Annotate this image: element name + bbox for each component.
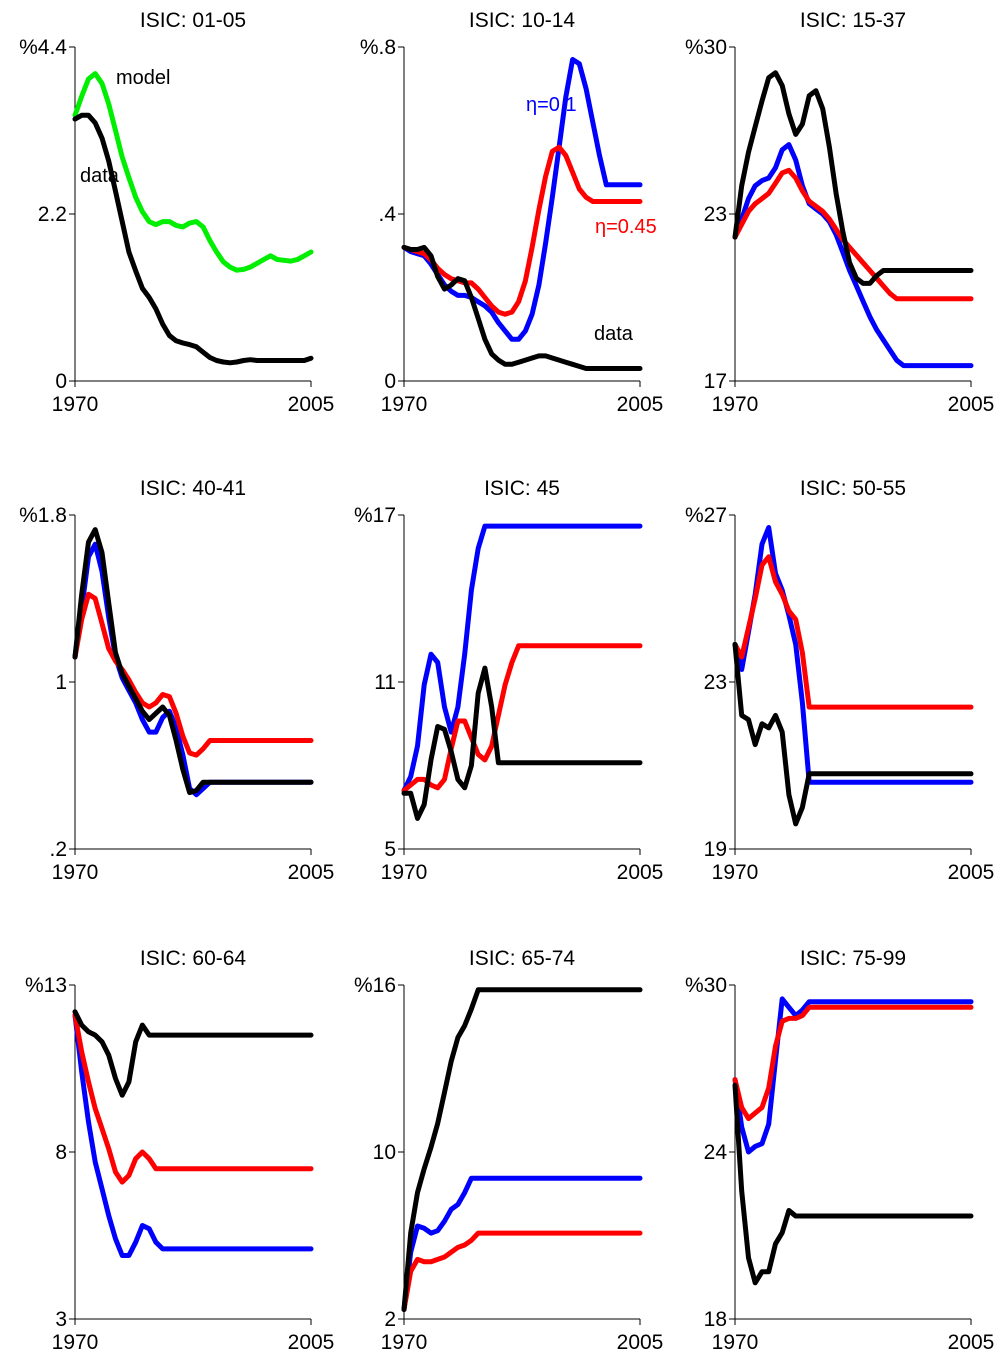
chart-3-title: ISIC: 15-37 (800, 9, 906, 32)
chart-3-x-tick-label: 2005 (948, 393, 995, 416)
chart-9-x-tick-label: 2005 (948, 1331, 995, 1354)
chart-5-series-3-line (401, 665, 643, 821)
chart-7-y-tick-label: 3 (55, 1308, 67, 1331)
chart-3-y-tick-label: %30 (685, 36, 727, 59)
chart-1-annotation: data (80, 165, 120, 187)
chart-4-y-tick-label: 1 (55, 671, 67, 694)
chart-7-series-1-line (72, 1012, 314, 1258)
chart-3-y-tick-label: 23 (704, 203, 727, 226)
chart-7-x-tick-label: 2005 (288, 1331, 335, 1354)
chart-1-annotation: model (116, 67, 170, 89)
chart-7-title: ISIC: 60-64 (140, 947, 247, 970)
chart-5-y-tick-label: 11 (374, 671, 396, 694)
chart-8-series-3-line (401, 987, 643, 1312)
chart-4-x-tick-label: 1970 (52, 861, 99, 884)
chart-2-x-tick-label: 2005 (617, 393, 664, 416)
chart-7-series-2-line (72, 1012, 314, 1185)
chart-7-y-tick-label: %13 (25, 974, 67, 997)
chart-2-annotation: data (594, 323, 634, 345)
chart-8-title: ISIC: 65-74 (469, 947, 576, 970)
chart-6-x-tick-label: 2005 (948, 861, 995, 884)
chart-6-title: ISIC: 50-55 (800, 477, 906, 500)
chart-5-title: ISIC: 45 (484, 477, 560, 500)
chart-8-series-2-line (401, 1230, 643, 1312)
chart-1-series-1-line (72, 71, 314, 273)
chart-9-title: ISIC: 75-99 (800, 947, 906, 970)
chart-7-y-tick-label: 8 (55, 1141, 67, 1164)
chart-9-series-3-line (732, 1082, 974, 1286)
chart-8-x-tick-label: 1970 (381, 1331, 428, 1354)
chart-8-y-tick-label: %16 (354, 974, 396, 997)
chart-1-x-tick-label: 2005 (288, 393, 335, 416)
chart-2-series-2-line (401, 144, 643, 317)
chart-4-y-tick-label: %1.8 (19, 504, 67, 527)
chart-2-x-tick-label: 1970 (381, 393, 428, 416)
chart-1-title: ISIC: 01-05 (140, 9, 246, 32)
chart-4-series-3-line (72, 527, 314, 796)
chart-2-y-tick-label: %.8 (360, 36, 396, 59)
chart-1-y-tick-label: 2.2 (38, 203, 67, 226)
chart-5-series-1-line (401, 523, 643, 793)
chart-8-x-tick-label: 2005 (617, 1331, 664, 1354)
chart-8-y-tick-label: 2 (384, 1308, 396, 1331)
chart-1-x-tick-label: 1970 (52, 393, 99, 416)
chart-6-series-3-line (732, 641, 974, 827)
chart-3-series-2-line (732, 167, 974, 302)
chart-2-annotation: η=0.45 (595, 216, 657, 238)
chart-9-y-tick-label: 24 (704, 1141, 728, 1164)
chart-2-annotation: η=0.1 (526, 94, 577, 116)
chart-5-y-tick-label: %17 (354, 504, 396, 527)
chart-9-series-1-line (732, 996, 974, 1155)
chart-7-x-tick-label: 1970 (52, 1331, 99, 1354)
chart-9-x-tick-label: 1970 (712, 1331, 759, 1354)
chart-1-y-tick-label: %4.4 (19, 36, 67, 59)
chart-6-y-tick-label: 19 (704, 838, 727, 861)
chart-1-y-tick-label: 0 (55, 370, 67, 393)
chart-6-y-tick-label: %27 (685, 504, 727, 527)
chart-8-y-tick-label: 10 (373, 1141, 396, 1164)
chart-2-title: ISIC: 10-14 (469, 9, 576, 32)
chart-1-series-2-line (72, 112, 314, 366)
chart-3-x-tick-label: 1970 (712, 393, 759, 416)
chart-5-y-tick-label: 5 (384, 838, 396, 861)
chart-3-series-3-line (732, 70, 974, 286)
chart-4-title: ISIC: 40-41 (140, 477, 246, 500)
chart-9-y-tick-label: %30 (685, 974, 727, 997)
chart-4-y-tick-label: .2 (49, 838, 67, 861)
chart-2-y-tick-label: .4 (378, 203, 396, 226)
chart-2-series-3-line (401, 244, 643, 371)
chart-5-series-2-line (401, 643, 643, 793)
chart-2-y-tick-label: 0 (384, 370, 396, 393)
chart-5-x-tick-label: 1970 (381, 861, 428, 884)
chart-6-series-2-line (732, 554, 974, 710)
chart-9-y-tick-label: 18 (704, 1308, 727, 1331)
chart-7-series-3-line (72, 1009, 314, 1098)
chart-4-series-2-line (72, 591, 314, 758)
chart-3-y-tick-label: 17 (704, 370, 727, 393)
chart-6-y-tick-label: 23 (704, 671, 727, 694)
chart-8-series-1-line (401, 1175, 643, 1312)
chart-6-x-tick-label: 1970 (712, 861, 759, 884)
chart-3-series-1-line (732, 142, 974, 369)
chart-4-series-1-line (72, 541, 314, 798)
chart-9-series-2-line (732, 1004, 974, 1122)
chart-4-x-tick-label: 2005 (288, 861, 335, 884)
chart-5-x-tick-label: 2005 (617, 861, 664, 884)
chart-6-series-1-line (732, 525, 974, 785)
